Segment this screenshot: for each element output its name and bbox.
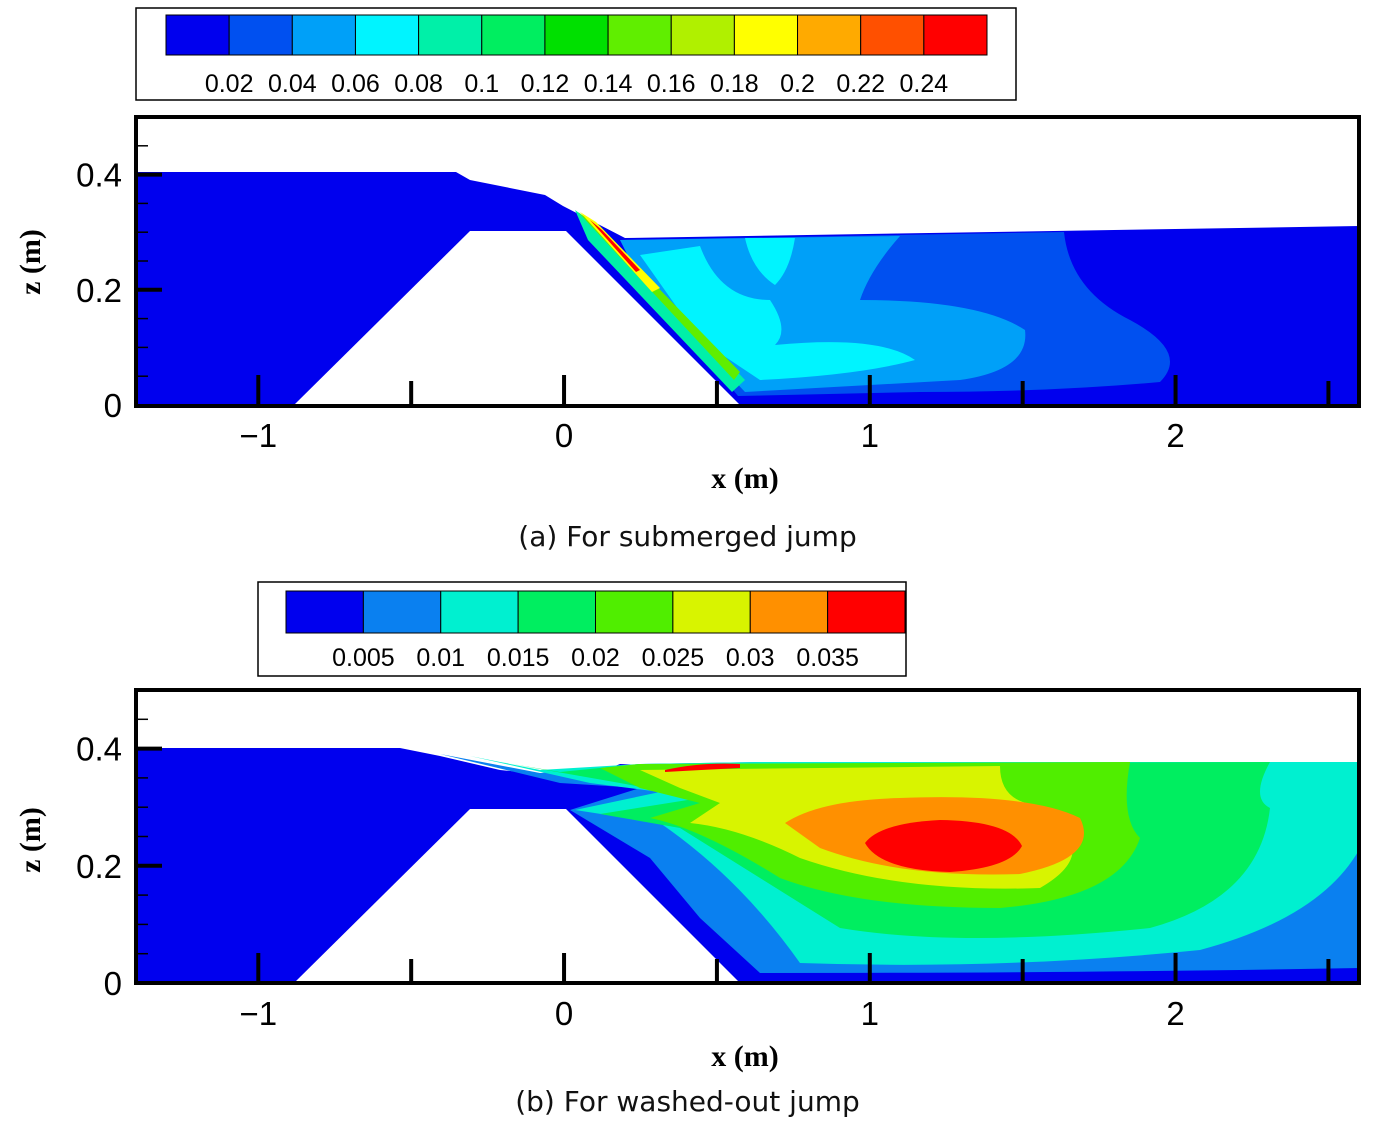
colorbar-swatch [440,590,519,634]
colorbar-swatch [291,14,356,56]
colorbar-tick-label: 0.06 [331,70,380,98]
axis-ticks: −1 0 1 2 0 0.2 0.4 [76,689,1331,1032]
axis-ticks: −1 0 1 2 0 0.2 0.4 [76,116,1331,454]
contour-chart-washed-out: 0.005 0.01 0.015 0.02 0.025 0.03 0.035 −1 0 1 2 0 0… [14,581,1361,1073]
x-axis-label: x (m) [711,1040,778,1073]
colorbar-swatch [733,14,799,56]
x-tick-label: −1 [239,417,277,454]
caption: (a) For submerged jump [518,520,857,553]
colorbar-swatch [797,14,862,56]
colorbar-swatch [827,590,906,634]
x-tick-label: 1 [861,995,879,1032]
weir-block [294,231,740,405]
colorbar-swatch [595,590,674,634]
colorbar-swatch [923,14,988,56]
panel-washed-out-jump: 0.005 0.01 0.015 0.02 0.025 0.03 0.035 −1 0 1 2 0 0… [0,578,1375,1137]
y-tick-label: 0.2 [76,272,122,309]
y-tick-label: 0.4 [76,731,122,768]
contour-band-0.06-crest [745,238,795,285]
y-axis-label: z (m) [14,229,47,295]
colorbar-tick-label: 0.24 [900,70,949,98]
contour-band-0.035 [865,820,1022,872]
colorbar-tick-label: 0.12 [521,70,570,98]
y-tick-label: 0 [104,387,122,424]
colorbar-swatch [285,590,364,634]
colorbar-swatch [165,14,230,56]
colorbar-tick-label: 0.01 [416,644,465,672]
contour-band-0.24 [590,220,640,272]
colorbar-tick-label: 0.02 [571,644,620,672]
colorbar-tick-label: 0.22 [836,70,885,98]
contour-chart-submerged: 0.02 0.04 0.06 0.08 0.1 0.12 0.14 0.16 0.18 0.2 0.… [14,7,1361,495]
colorbar-swatch [544,14,609,56]
contour-band-0.035-surface [665,763,740,772]
colorbar: 0.02 0.04 0.06 0.08 0.1 0.12 0.14 0.16 0.18 0.2 0.… [135,7,1017,101]
x-axis-label: x (m) [711,462,778,495]
colorbar-swatch [354,14,420,56]
colorbar: 0.005 0.01 0.015 0.02 0.025 0.03 0.035 [257,581,907,677]
colorbar-tick-label: 0.005 [332,644,395,672]
colorbar-swatch [749,590,829,634]
y-axis-label: z (m) [14,807,47,873]
colorbar-tick-label: 0.2 [780,70,815,98]
colorbar-swatch [672,590,751,634]
colorbar-swatch [607,14,672,56]
colorbar-tick-label: 0.16 [647,70,696,98]
x-tick-label: 2 [1166,417,1184,454]
colorbar-tick-label: 0.04 [268,70,317,98]
colorbar-tick-label: 0.02 [205,70,254,98]
panel-submerged-jump: 0.02 0.04 0.06 0.08 0.1 0.12 0.14 0.16 0.18 0.2 0.… [14,7,1361,553]
contour-field [136,748,1359,983]
colorbar-tick-label: 0.025 [642,644,705,672]
contour-field [136,172,1359,405]
colorbar-tick-label: 0.08 [394,70,443,98]
caption: (b) For washed-out jump [515,1085,860,1118]
colorbar-swatch [362,590,442,634]
colorbar-tick-label: 0.18 [710,70,759,98]
x-tick-label: 2 [1166,995,1184,1032]
x-tick-label: 0 [555,417,573,454]
colorbar-swatch [481,14,546,56]
x-tick-label: 0 [555,995,573,1032]
contour-band-0.06 [640,246,915,380]
colorbar-swatch [228,14,293,56]
colorbar-tick-label: 0.015 [487,644,550,672]
y-tick-label: 0.2 [76,848,122,885]
colorbar-swatch [517,590,596,634]
colorbar-swatch [860,14,925,56]
colorbar-tick-label: 0.035 [796,644,859,672]
colorbar-tick-label: 0.1 [464,70,499,98]
colorbar-tick-label: 0.14 [584,70,633,98]
y-tick-label: 0 [104,965,122,1002]
weir-block [294,809,740,983]
x-tick-label: 1 [861,417,879,454]
colorbar-swatches: 0.005 0.01 0.015 0.02 0.025 0.03 0.035 [285,590,906,672]
colorbar-swatch [670,14,735,56]
colorbar-tick-label: 0.03 [726,644,775,672]
colorbar-swatch [418,14,483,56]
contour-band-0.1 [575,210,745,392]
colorbar-swatches: 0.02 0.04 0.06 0.08 0.1 0.12 0.14 0.16 0.18 0.2 0.… [165,14,988,98]
y-tick-label: 0.4 [76,157,122,194]
x-tick-label: −1 [239,995,277,1032]
